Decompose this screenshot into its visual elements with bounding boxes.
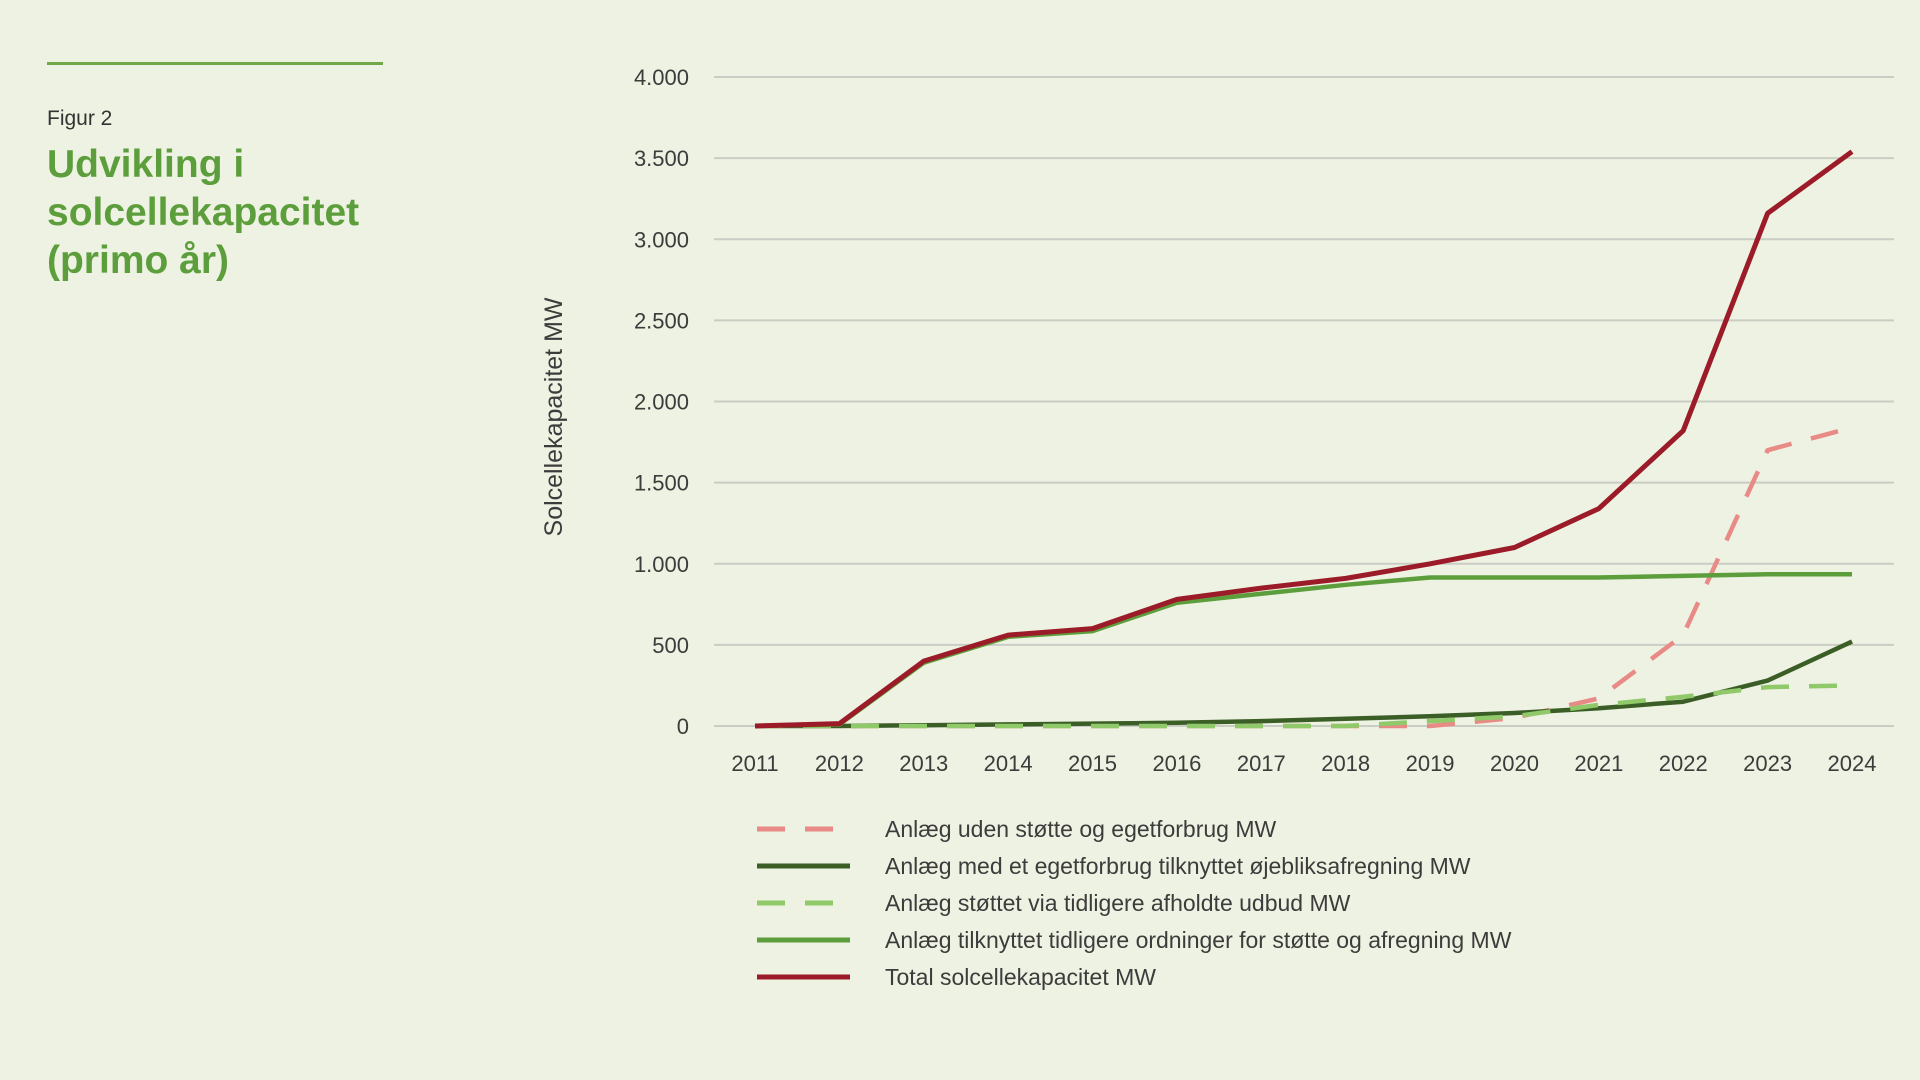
series-lines <box>754 149 1854 729</box>
title-rule <box>47 62 383 65</box>
x-tick-label: 2012 <box>815 751 864 776</box>
y-tick-label: 2.000 <box>634 390 689 415</box>
y-tick-label: 1.500 <box>634 471 689 496</box>
x-tick-label: 2021 <box>1574 751 1623 776</box>
x-tick-label: 2017 <box>1237 751 1286 776</box>
legend-label-3: Anlæg støttet via tidligere afholdte udb… <box>885 890 1351 916</box>
x-tick-label: 2015 <box>1068 751 1117 776</box>
series-line-3 <box>755 683 1853 729</box>
x-tick-label: 2023 <box>1743 751 1792 776</box>
legend-label-1: Anlæg uden støtte og egetforbrug MW <box>885 816 1276 842</box>
series-line-4 <box>754 572 1852 729</box>
x-tick-label: 2013 <box>899 751 948 776</box>
y-axis-title: Solcellekapacitet MW <box>540 297 568 536</box>
x-tick-label: 2022 <box>1659 751 1708 776</box>
y-tick-label: 2.500 <box>634 308 689 333</box>
x-tick-label: 2019 <box>1406 751 1455 776</box>
x-tick-label: 2018 <box>1321 751 1370 776</box>
x-tick-label: 2014 <box>984 751 1033 776</box>
y-axis-ticks: 0 500 1.000 1.500 2.000 2.500 3.000 3.500 4.000 <box>634 65 689 739</box>
y-tick-label: 1.000 <box>634 552 689 577</box>
y-tick-label: 3.500 <box>634 146 689 171</box>
y-tick-label: 500 <box>652 633 689 658</box>
y-tick-label: 4.000 <box>634 65 689 90</box>
y-tick-label: 0 <box>677 714 689 739</box>
title-panel: Figur 2 Udvikling i solcellekapacitet (p… <box>47 62 467 285</box>
series-line-2 <box>755 639 1853 729</box>
x-axis-ticks: 2011 2012 2013 2014 2015 2016 2017 2018 2019 2020… <box>731 751 1876 776</box>
legend: Anlæg uden støtte og egetforbrug MW Anlæg… <box>757 816 1512 990</box>
x-tick-label: 2020 <box>1490 751 1539 776</box>
x-tick-label: 2016 <box>1152 751 1201 776</box>
x-tick-label: 2011 <box>731 751 778 776</box>
gridlines <box>714 76 1894 727</box>
x-tick-label: 2024 <box>1828 751 1877 776</box>
legend-label-2: Anlæg med et egetforbrug tilknyttet øjeb… <box>885 853 1471 879</box>
legend-label-4: Anlæg tilknyttet tidligere ordninger for… <box>885 927 1512 953</box>
y-tick-label: 3.000 <box>634 227 689 252</box>
figure-title: Udvikling i solcellekapacitet (primo år) <box>47 143 360 282</box>
figure-label: Figur 2 <box>47 107 113 130</box>
legend-label-5: Total solcellekapacitet MW <box>885 964 1156 990</box>
series-line-5 <box>754 149 1854 729</box>
